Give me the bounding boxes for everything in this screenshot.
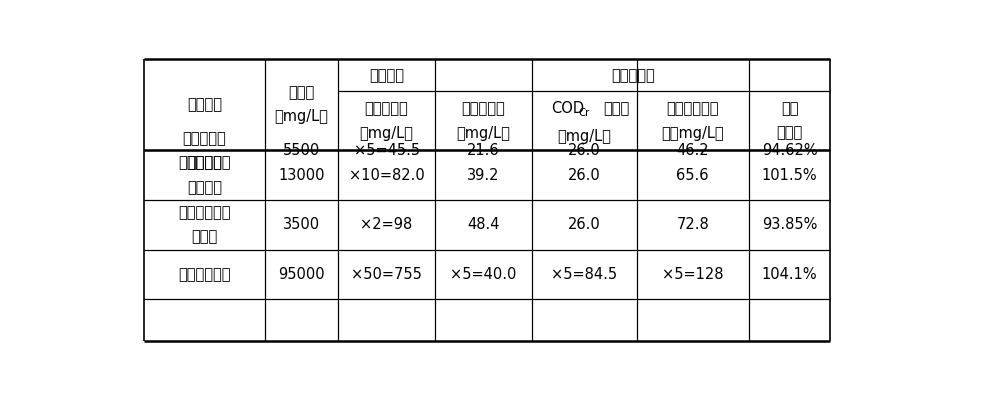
Text: 洗烟废水处理: 洗烟废水处理 (178, 156, 231, 171)
Text: 101.5%: 101.5% (762, 168, 817, 183)
Text: 95000: 95000 (278, 267, 325, 282)
Text: 传统方法: 传统方法 (369, 68, 404, 83)
Text: 装置出口: 装置出口 (187, 180, 222, 195)
Text: 值（mg/L）: 值（mg/L） (661, 125, 724, 141)
Text: 48.4: 48.4 (467, 217, 500, 232)
Text: 该发明方法: 该发明方法 (611, 68, 654, 83)
Text: 104.1%: 104.1% (762, 267, 817, 282)
Text: ×5=128: ×5=128 (662, 267, 723, 282)
Text: 加标: 加标 (781, 101, 798, 116)
Text: ×2=98: ×2=98 (360, 217, 413, 232)
Text: 总排口: 总排口 (191, 230, 218, 244)
Text: 氯离子: 氯离子 (288, 85, 314, 100)
Text: 46.2: 46.2 (676, 143, 709, 158)
Text: ×5=45.5: ×5=45.5 (354, 143, 420, 158)
Text: 回收率: 回收率 (776, 125, 803, 141)
Text: 93.85%: 93.85% (762, 217, 817, 232)
Text: 21.6: 21.6 (467, 143, 500, 158)
Text: 26.0: 26.0 (568, 143, 601, 158)
Text: 加标水样测定: 加标水样测定 (666, 101, 719, 116)
Text: （mg/L）: （mg/L） (274, 109, 328, 125)
Text: （mg/L）: （mg/L） (557, 129, 611, 143)
Text: 中间过程废水: 中间过程废水 (178, 267, 231, 282)
Text: 水样点位: 水样点位 (187, 97, 222, 112)
Text: 渗滤液处理: 渗滤液处理 (183, 131, 226, 146)
Text: 65.6: 65.6 (676, 168, 709, 183)
Text: 39.2: 39.2 (467, 168, 500, 183)
Text: 厂区污水纳管: 厂区污水纳管 (178, 205, 231, 220)
Text: 5500: 5500 (283, 143, 320, 158)
Text: COD: COD (551, 101, 584, 116)
Text: ×50=755: ×50=755 (351, 267, 422, 282)
Text: 94.62%: 94.62% (762, 143, 817, 158)
Text: 26.0: 26.0 (568, 168, 601, 183)
Text: ×5=84.5: ×5=84.5 (551, 267, 617, 282)
Text: ×5=40.0: ×5=40.0 (450, 267, 517, 282)
Text: 26.0: 26.0 (568, 217, 601, 232)
Text: 水样测定值: 水样测定值 (462, 101, 505, 116)
Text: （mg/L）: （mg/L） (360, 125, 414, 141)
Text: 加标量: 加标量 (604, 101, 630, 116)
Text: 3500: 3500 (283, 217, 320, 232)
Text: （mg/L）: （mg/L） (456, 125, 510, 141)
Text: ×10=82.0: ×10=82.0 (349, 168, 424, 183)
Text: 水样测定值: 水样测定值 (365, 101, 408, 116)
Text: 13000: 13000 (278, 168, 325, 183)
Text: 72.8: 72.8 (676, 217, 709, 232)
Text: Cr: Cr (578, 108, 590, 118)
Text: 设施出口: 设施出口 (187, 155, 222, 170)
